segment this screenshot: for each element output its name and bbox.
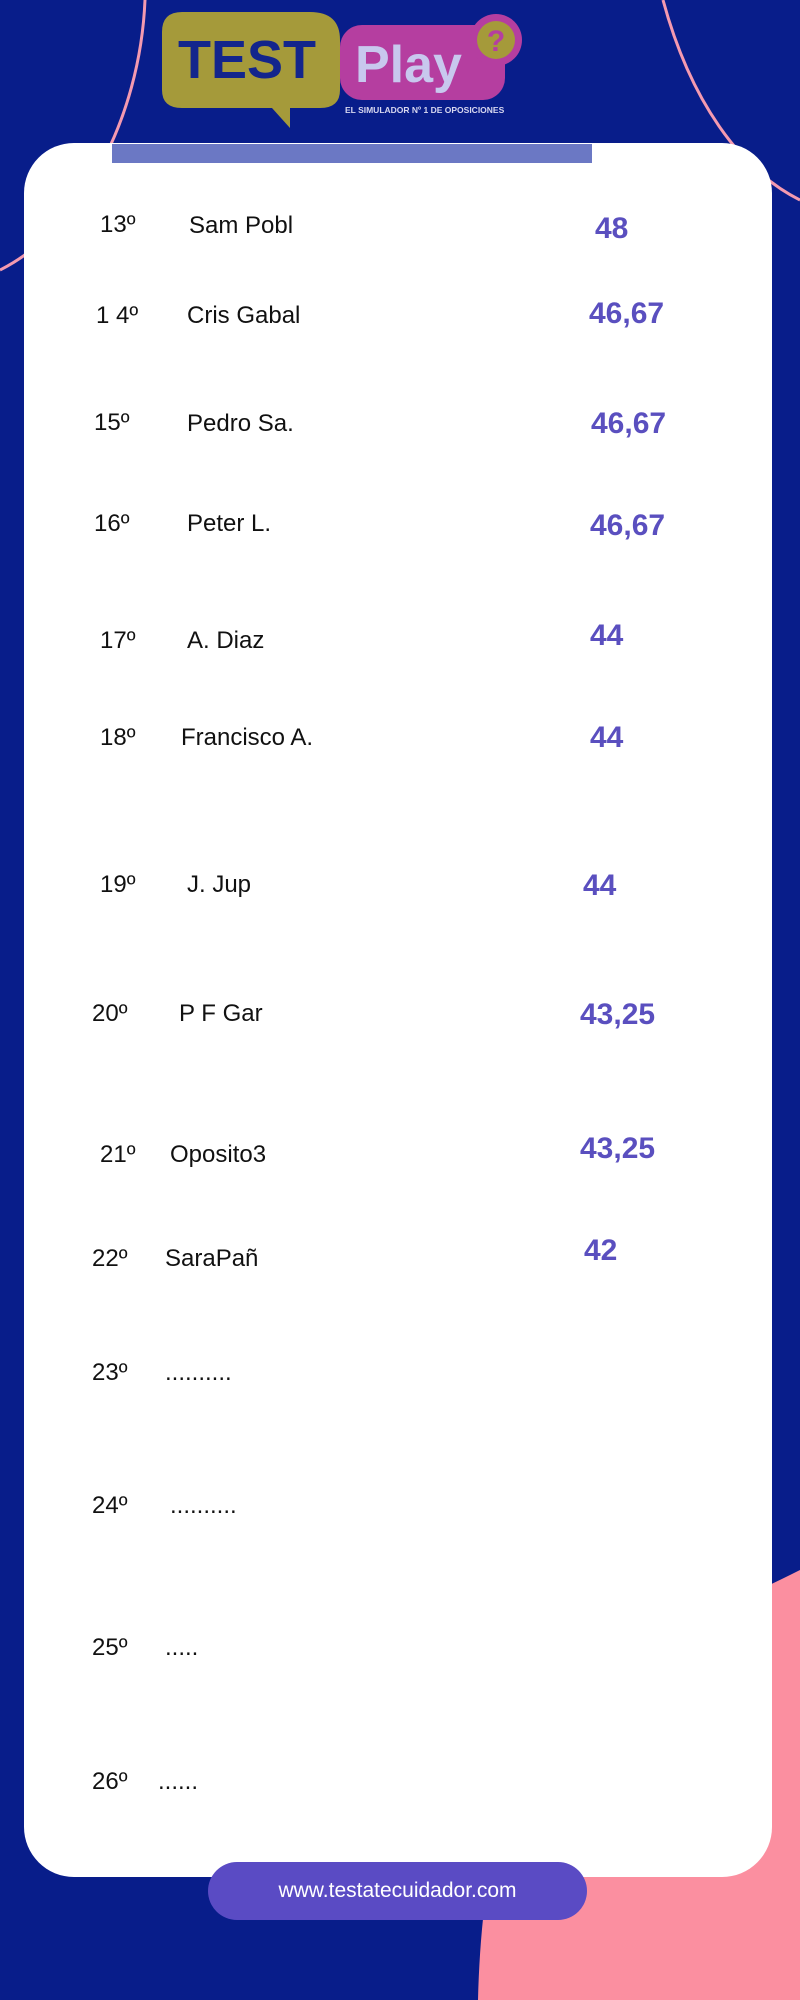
- rank: 19º: [100, 871, 136, 898]
- rank: 16º: [94, 510, 130, 537]
- participant-name: ......: [158, 1768, 199, 1795]
- participant-name: .....: [165, 1634, 199, 1661]
- participant-name: Francisco A.: [181, 724, 314, 751]
- score: 43,25: [580, 998, 656, 1031]
- header-band: [112, 144, 592, 163]
- participant-name: SaraPañ: [165, 1245, 259, 1272]
- rank: 15º: [94, 409, 130, 436]
- testplay-logo: TEST Play ? EL SIMULADOR Nº 1 DE OPOSICI…: [162, 12, 522, 128]
- rank: 17º: [100, 627, 136, 654]
- score: 43,25: [580, 1132, 656, 1165]
- score: 46,67: [591, 407, 667, 440]
- participant-name: J. Jup: [187, 871, 252, 898]
- rank: 21º: [100, 1141, 136, 1168]
- logo-tagline: EL SIMULADOR Nº 1 DE OPOSICIONES: [345, 105, 505, 115]
- score: 46,67: [590, 509, 666, 542]
- logo-question-icon: ?: [487, 25, 505, 58]
- participant-name: Cris Gabal: [187, 302, 301, 329]
- logo-play-text: Play: [355, 36, 462, 94]
- participant-name: P F Gar: [179, 1000, 263, 1027]
- participant-name: Pedro Sa.: [187, 410, 294, 437]
- rank: 1 4º: [96, 302, 139, 329]
- participant-name: Oposito3: [170, 1141, 267, 1168]
- rank: 22º: [92, 1245, 128, 1272]
- rank: 13º: [100, 211, 136, 238]
- website-link-button[interactable]: www.testatecuidador.com: [208, 1862, 587, 1920]
- logo-test-text: TEST: [178, 30, 316, 90]
- score: 42: [584, 1234, 618, 1267]
- pink-arc-right: [661, 0, 800, 202]
- participant-name: A. Diaz: [187, 627, 265, 654]
- score: 44: [590, 721, 624, 754]
- participant-name: ..........: [165, 1359, 232, 1386]
- rank: 25º: [92, 1634, 128, 1661]
- score: 44: [583, 869, 617, 902]
- score: 44: [590, 619, 624, 652]
- ranking-card: [24, 143, 772, 1877]
- rank: 23º: [92, 1359, 128, 1386]
- score: 48: [595, 212, 629, 245]
- participant-name: Peter L.: [187, 510, 272, 537]
- rank: 24º: [92, 1492, 128, 1519]
- rank: 26º: [92, 1768, 128, 1795]
- rank: 18º: [100, 724, 136, 751]
- rank: 20º: [92, 1000, 128, 1027]
- score: 46,67: [589, 297, 665, 330]
- participant-name: Sam Pobl: [189, 212, 294, 239]
- participant-name: ..........: [170, 1492, 237, 1519]
